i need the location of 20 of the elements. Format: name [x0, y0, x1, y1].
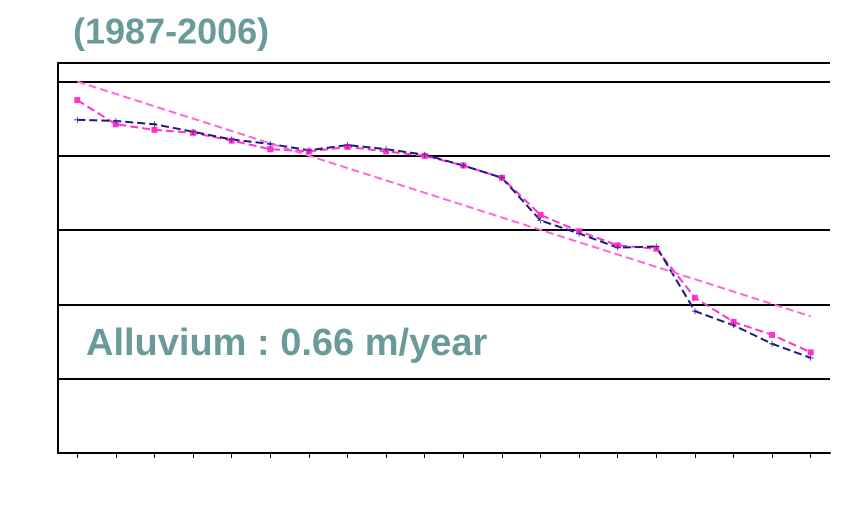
point — [74, 97, 80, 104]
annotation: Alluvium : 0.66 m/year — [86, 322, 488, 364]
point — [808, 349, 814, 356]
point — [692, 308, 698, 314]
point — [653, 243, 660, 250]
point — [267, 146, 274, 152]
point — [538, 217, 544, 224]
point — [769, 340, 776, 347]
chart-title: (1987-2006) — [73, 10, 270, 52]
point — [769, 332, 776, 338]
point — [614, 244, 621, 251]
point — [538, 212, 544, 218]
point — [152, 126, 158, 133]
point — [730, 322, 736, 328]
point — [808, 354, 814, 361]
point — [267, 140, 274, 147]
point — [112, 118, 119, 124]
point — [730, 318, 736, 325]
point — [692, 294, 698, 301]
point — [112, 121, 119, 128]
